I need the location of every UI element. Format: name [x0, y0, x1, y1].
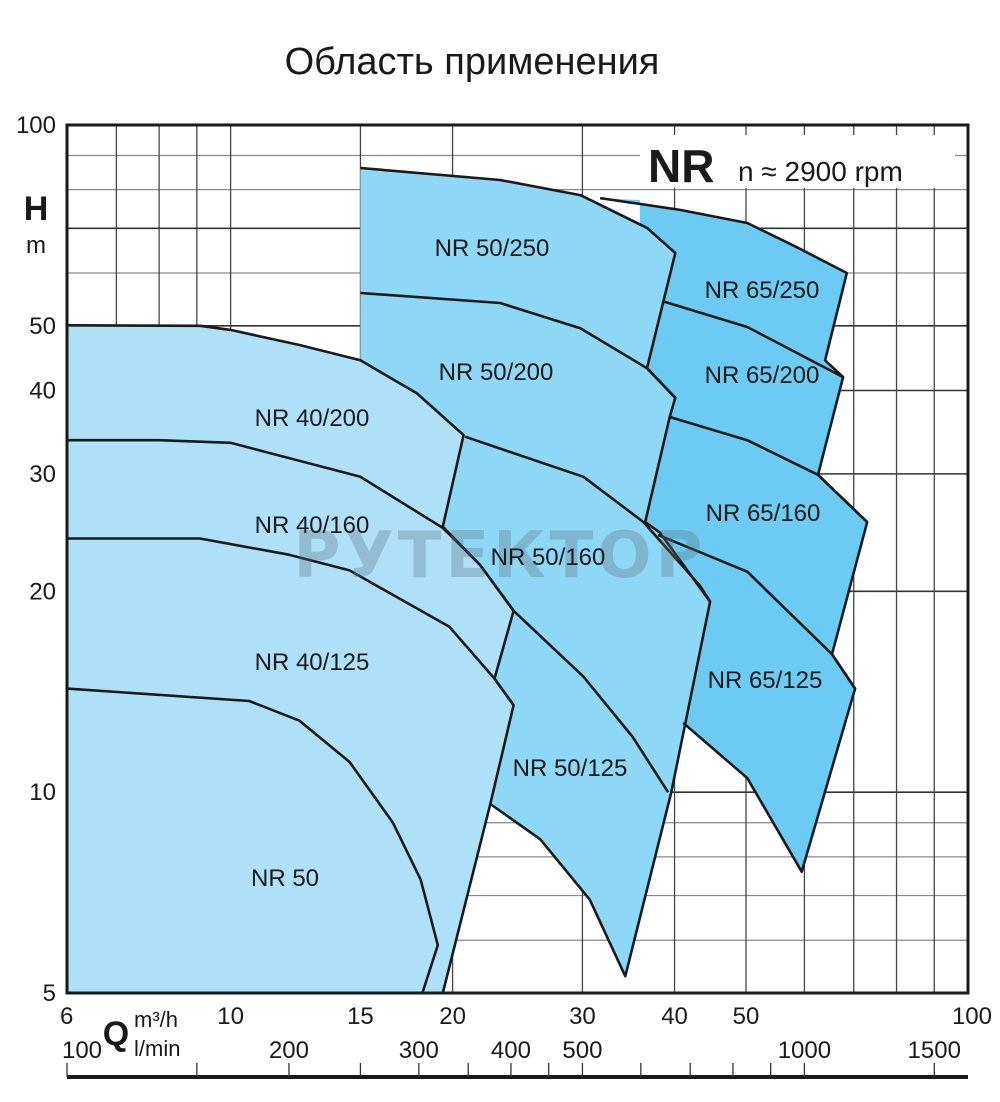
curve-nr-65-160: [669, 415, 869, 524]
curve-nr-40-125: [67, 537, 515, 706]
region-outline: [599, 196, 869, 874]
pump-labels: NR 50/250 NR 50/200 NR 40/200 NR 40/160 NR 5…: [251, 235, 822, 892]
x-tick-label: 10: [217, 1003, 244, 1030]
chart-title: Область применения: [285, 41, 660, 83]
lmin-tick-label: 200: [269, 1037, 309, 1064]
y-tick-label: 40: [29, 378, 56, 405]
lmin-tick-label: 500: [562, 1037, 602, 1064]
y-tick-label: 5: [43, 980, 56, 1007]
series-label: NR: [648, 140, 714, 192]
x-tick-label: 30: [569, 1003, 596, 1030]
pump-label: NR 40/125: [255, 649, 370, 676]
x-tick-label: 6: [60, 1003, 73, 1030]
y-axis-unit: m: [26, 232, 46, 259]
x-tick-label: 40: [661, 1003, 688, 1030]
pump-label: NR 50/160: [491, 544, 606, 571]
curve-nr-50-160: [464, 435, 712, 603]
region-outline: [360, 166, 712, 978]
y-tick-label: 20: [29, 578, 56, 605]
pump-label: NR 65/125: [708, 667, 823, 694]
pump-label: NR 65/250: [705, 277, 820, 304]
x-tick-label: 100: [952, 1003, 992, 1030]
legend-box: NR n ≈ 2900 rpm: [640, 135, 955, 192]
lmin-tick-label: 400: [491, 1037, 531, 1064]
x-tick-label: 50: [733, 1003, 760, 1030]
x-axis-unit: m³/h: [134, 1007, 178, 1032]
x-axis-label: Q: [103, 1015, 129, 1053]
curve-nr-65-200: [664, 300, 844, 379]
x2-axis-unit: l/min: [134, 1036, 180, 1061]
lmin-tick-label: 1000: [778, 1037, 831, 1064]
curve-nr-40-160: [67, 438, 670, 793]
x-tick-label: 20: [439, 1003, 466, 1030]
pump-label: NR 50/200: [439, 359, 554, 386]
pump-label: NR 65/200: [705, 362, 820, 389]
pump-label: NR 40/200: [255, 405, 370, 432]
y-tick-label: 50: [29, 313, 56, 340]
pump-curves: [66, 291, 869, 994]
curve-nr-65-125: [657, 533, 857, 690]
x-tick-label: 15: [347, 1003, 374, 1030]
region-nr-65: [600, 198, 868, 872]
pump-label: NR 50: [251, 865, 319, 892]
y-tick-label: 10: [29, 779, 56, 806]
watermark: РУТЕКТОР: [294, 519, 707, 593]
region-nr-40: [67, 325, 514, 993]
pump-label: NR 65/160: [706, 500, 821, 527]
pump-label: NR 50/250: [435, 235, 550, 262]
lmin-tick-label: 1500: [908, 1037, 961, 1064]
pump-label: NR 40/160: [255, 512, 370, 539]
lmin-tick-label: 100: [62, 1037, 102, 1064]
y-tick-labels: 100 50 40 30 20 10 5: [16, 112, 56, 1007]
frame: [65, 123, 970, 995]
y-tick-label: 100: [16, 112, 56, 139]
lmin-axis: 100 200 300 400 500 1000 1500: [62, 1037, 968, 1079]
pump-label: NR 50/125: [513, 755, 628, 782]
regions: [66, 166, 869, 994]
y-tick-label: 30: [29, 461, 56, 488]
curve-nr-50: [66, 687, 440, 994]
curve-nr-50-200: [360, 291, 677, 399]
speed-label: n ≈ 2900 rpm: [738, 156, 903, 187]
x-tick-labels: 6 10 15 20 30 40 50 100: [60, 1003, 992, 1030]
lmin-tick-label: 300: [399, 1037, 439, 1064]
y-axis-label: H: [24, 190, 49, 228]
